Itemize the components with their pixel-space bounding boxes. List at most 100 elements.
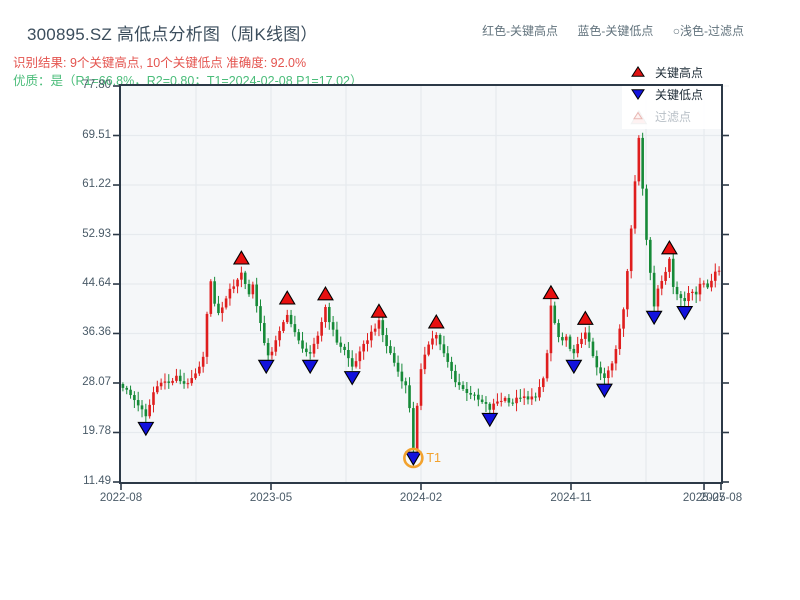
candle-body [702,283,706,285]
candle-body [427,344,430,355]
y-axis-label: 61.22 [82,178,111,190]
candle-body [350,358,354,367]
candle-body [603,373,606,378]
page-title: 300895.SZ 高低点分析图（周K线图） [27,25,318,44]
legend-box: 关键高点关键低点过滤点 [622,59,748,129]
candle-body [343,346,346,350]
candle-body [148,404,151,417]
candle-body [691,291,694,293]
candle-body [243,272,247,285]
candle-body [564,336,568,341]
candle-body [480,399,484,403]
candle-body [198,366,201,374]
candle-body [618,328,622,350]
candle-body [698,283,702,295]
candle-body [312,343,316,354]
candle-body [496,401,499,404]
candle-body [347,349,350,359]
candle-body [320,322,323,336]
candle-body [431,338,434,345]
candle-body [385,335,388,347]
candle-body [335,329,339,343]
candle-body [305,348,308,353]
candle-body [591,341,595,357]
y-axis-label: 28.07 [82,375,111,388]
x-axis-label: 2024-11 [550,492,592,504]
recognition-result-line: 识别结果: 9个关键高点, 10个关键低点 准确度: 92.0% [13,56,307,70]
candle-body [308,352,312,354]
candle-body [285,314,289,323]
candle-body [182,381,186,384]
candle-body [213,281,216,304]
candle-body [412,408,415,450]
candle-body [526,396,530,400]
candle-body [217,303,220,314]
x-axis-label: 2024-02 [399,492,443,504]
candle-body [633,181,637,229]
key-low-marker [676,305,694,321]
key-low-marker [404,451,422,466]
key-low-marker [645,310,663,326]
t1-label: T1 [426,451,441,465]
candle-body [282,322,285,331]
candle-body [205,313,209,357]
candle-body [522,396,526,399]
triangle-up-filled-icon [631,65,645,77]
candle-body [652,272,656,307]
candle-body [461,385,465,389]
candle-body [297,332,301,341]
candle-body [228,288,232,299]
candle-body [629,228,633,272]
candle-body [706,283,709,288]
key-low-marker [565,359,583,375]
candle-body [140,405,144,410]
candle-body [232,286,236,289]
candle-body [595,356,599,368]
candle-body [561,337,564,341]
key-high-marker [316,285,334,301]
candle-body [473,394,476,396]
legend-item-label: 过滤点 [655,109,692,124]
candle-body [167,381,171,383]
candle-body [362,343,365,352]
key-low-marker [257,359,275,375]
candle-body [400,371,404,382]
candle-body [515,397,518,404]
inline-legend: 红色-关键高点 蓝色-关键低点 ○浅色-过滤点 [482,22,744,39]
legend-item-label: 关键高点 [655,65,704,80]
key-high-marker [370,303,388,318]
y-axis-label: 69.51 [82,128,111,141]
candle-body [121,384,125,388]
legend-item-key-high: 关键高点 [630,61,703,83]
candle-body [553,305,557,324]
candle-body [316,335,320,344]
candle-body [354,361,358,367]
triangle-up-open-icon [633,111,643,120]
candle-body [358,351,362,362]
candle-body [224,298,228,308]
candle-body [274,340,278,352]
candle-body [446,353,450,362]
candle-body [576,344,579,354]
candle-body [648,239,652,273]
candle-body [511,402,515,404]
candle-body [377,320,381,329]
key-low-marker [137,421,155,437]
candle-body [339,342,343,347]
candle-body [144,409,148,417]
candle-body [668,258,671,272]
legend-item-key-low: 关键低点 [630,83,703,105]
candle-body [568,336,572,349]
key-high-marker [660,240,678,255]
candle-body [507,397,511,403]
candle-body [125,387,129,390]
key-high-marker [542,284,560,300]
candle-body [465,388,469,394]
candle-body [499,400,503,402]
candle-body [220,307,224,314]
candle-body [415,405,419,450]
key-high-marker [278,290,296,305]
candle-body [545,353,549,379]
candle-body [469,393,472,395]
candle-body [186,383,190,385]
